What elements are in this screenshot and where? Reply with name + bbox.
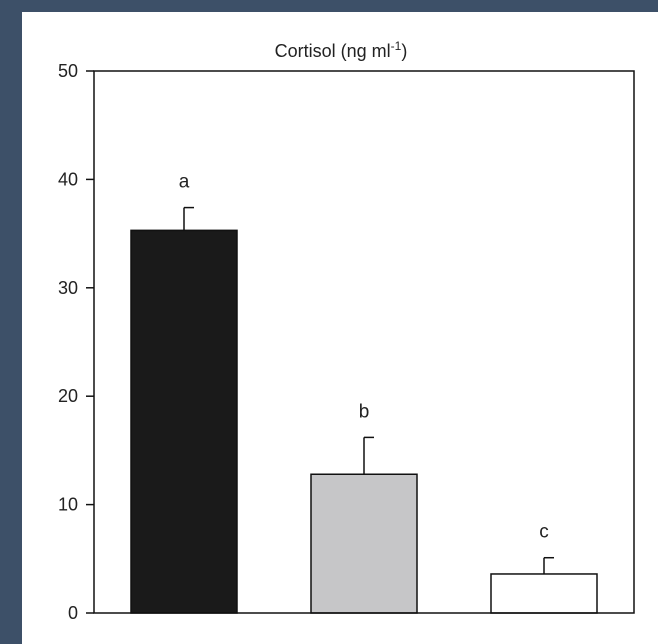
y-tick-label: 50 (58, 61, 78, 81)
significance-label-2: b (359, 401, 370, 422)
y-tick-label: 20 (58, 386, 78, 406)
significance-label-1: a (179, 172, 190, 193)
bar-chart: Cortisol (ng ml-1) 0 10 20 30 40 50 a b c (58, 39, 635, 623)
chart-panel: Cortisol (ng ml-1) 0 10 20 30 40 50 a b c (22, 12, 658, 644)
chart-title-main: Cortisol (ng ml (275, 41, 391, 61)
bar-3 (490, 573, 598, 614)
significance-label-3: c (539, 522, 549, 543)
chart-title-superscript: -1 (391, 39, 402, 53)
chart-title: Cortisol (ng ml-1) (275, 39, 408, 61)
chart-title-suffix: ) (401, 41, 407, 61)
y-axis: 0 10 20 30 40 50 (58, 61, 94, 623)
plot-frame (93, 70, 635, 614)
bar-2 (310, 473, 418, 614)
y-tick-label: 30 (58, 278, 78, 298)
bar-1 (130, 229, 238, 614)
y-tick-label: 10 (58, 495, 78, 515)
bars-group: a b c (130, 172, 598, 614)
y-tick-label: 0 (68, 603, 78, 623)
y-tick-label: 40 (58, 169, 78, 189)
